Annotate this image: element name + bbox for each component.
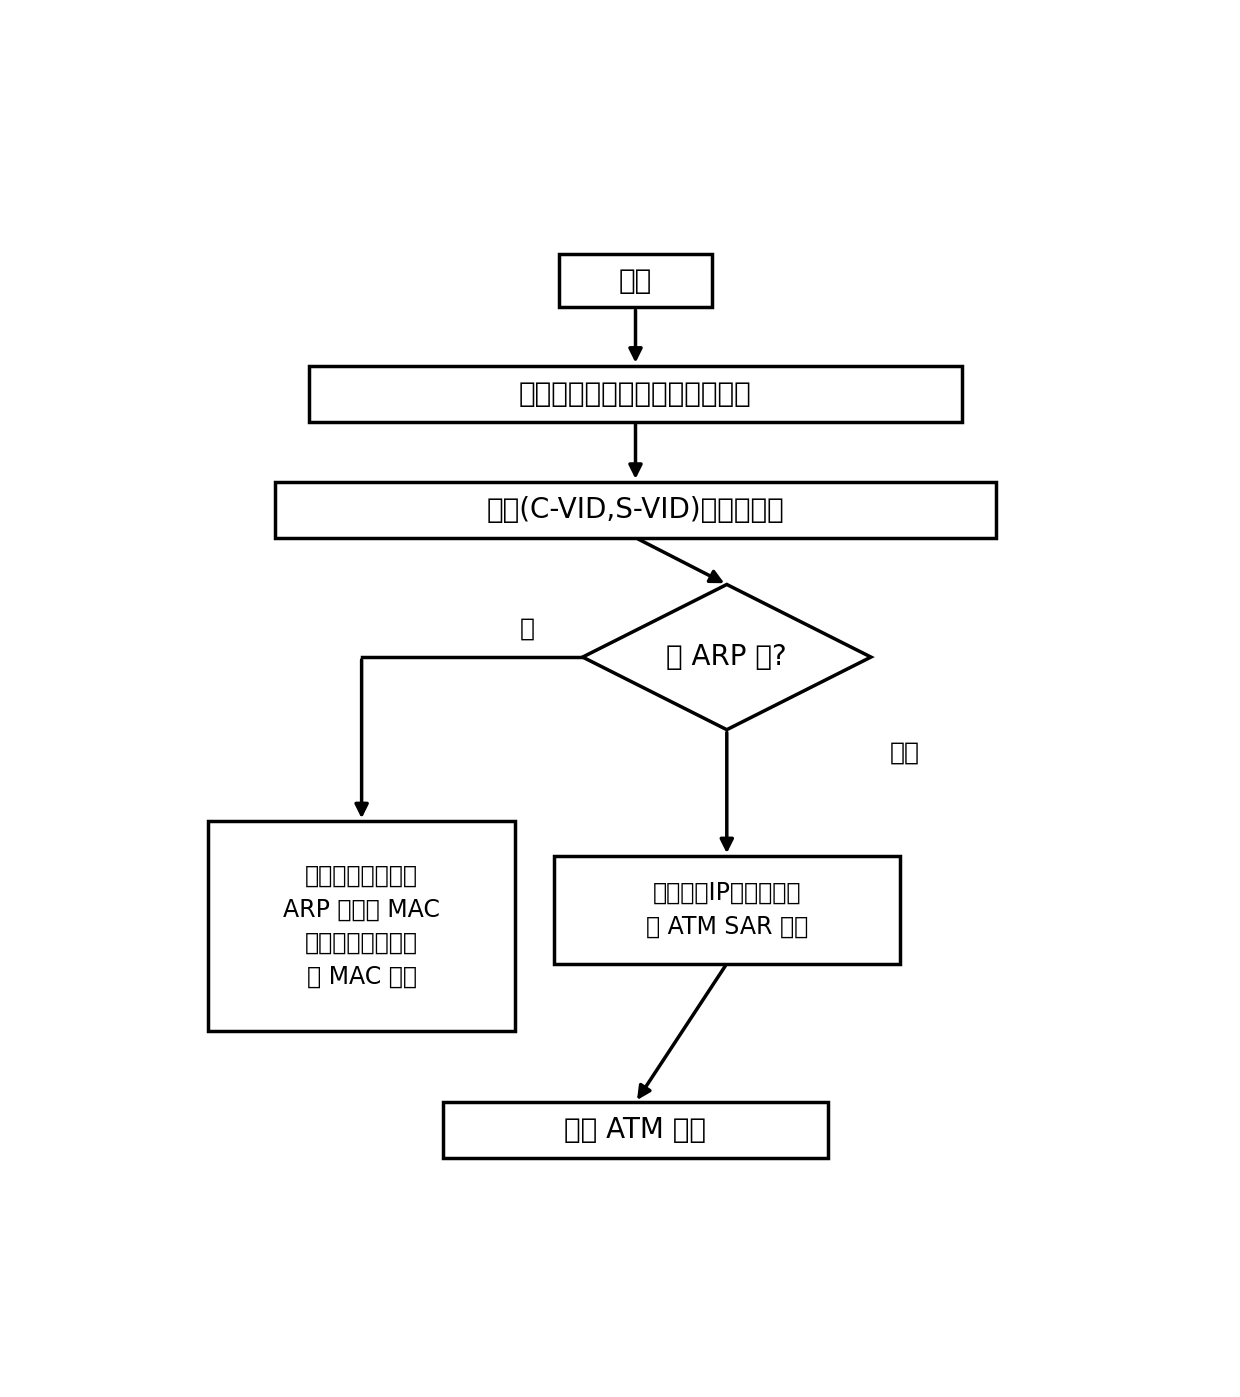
Text: 基于(C-VID,S-VID)查找转发表: 基于(C-VID,S-VID)查找转发表 — [486, 496, 785, 524]
Text: 是 ARP 包?: 是 ARP 包? — [666, 643, 787, 671]
Bar — [554, 856, 900, 964]
Polygon shape — [583, 584, 870, 729]
Bar — [275, 482, 996, 538]
Text: 是: 是 — [520, 617, 534, 641]
Text: 不是: 不是 — [890, 740, 920, 764]
Text: 开始: 开始 — [619, 267, 652, 295]
Text: 透明提取IP报文给各端
口 ATM SAR 模块: 透明提取IP报文给各端 口 ATM SAR 模块 — [646, 882, 808, 939]
Text: 发送 ATM 信元: 发送 ATM 信元 — [564, 1116, 707, 1144]
Bar — [558, 254, 712, 307]
Bar — [309, 366, 962, 422]
Text: 宽带接入设备应答
ARP 包，源 MAC
使用宽带接入设备
的 MAC 地址: 宽带接入设备应答 ARP 包，源 MAC 使用宽带接入设备 的 MAC 地址 — [283, 863, 440, 988]
Text: 宽带接入设备端口接收以太网包: 宽带接入设备端口接收以太网包 — [520, 380, 751, 408]
Bar — [444, 1102, 828, 1158]
Bar — [208, 821, 516, 1031]
